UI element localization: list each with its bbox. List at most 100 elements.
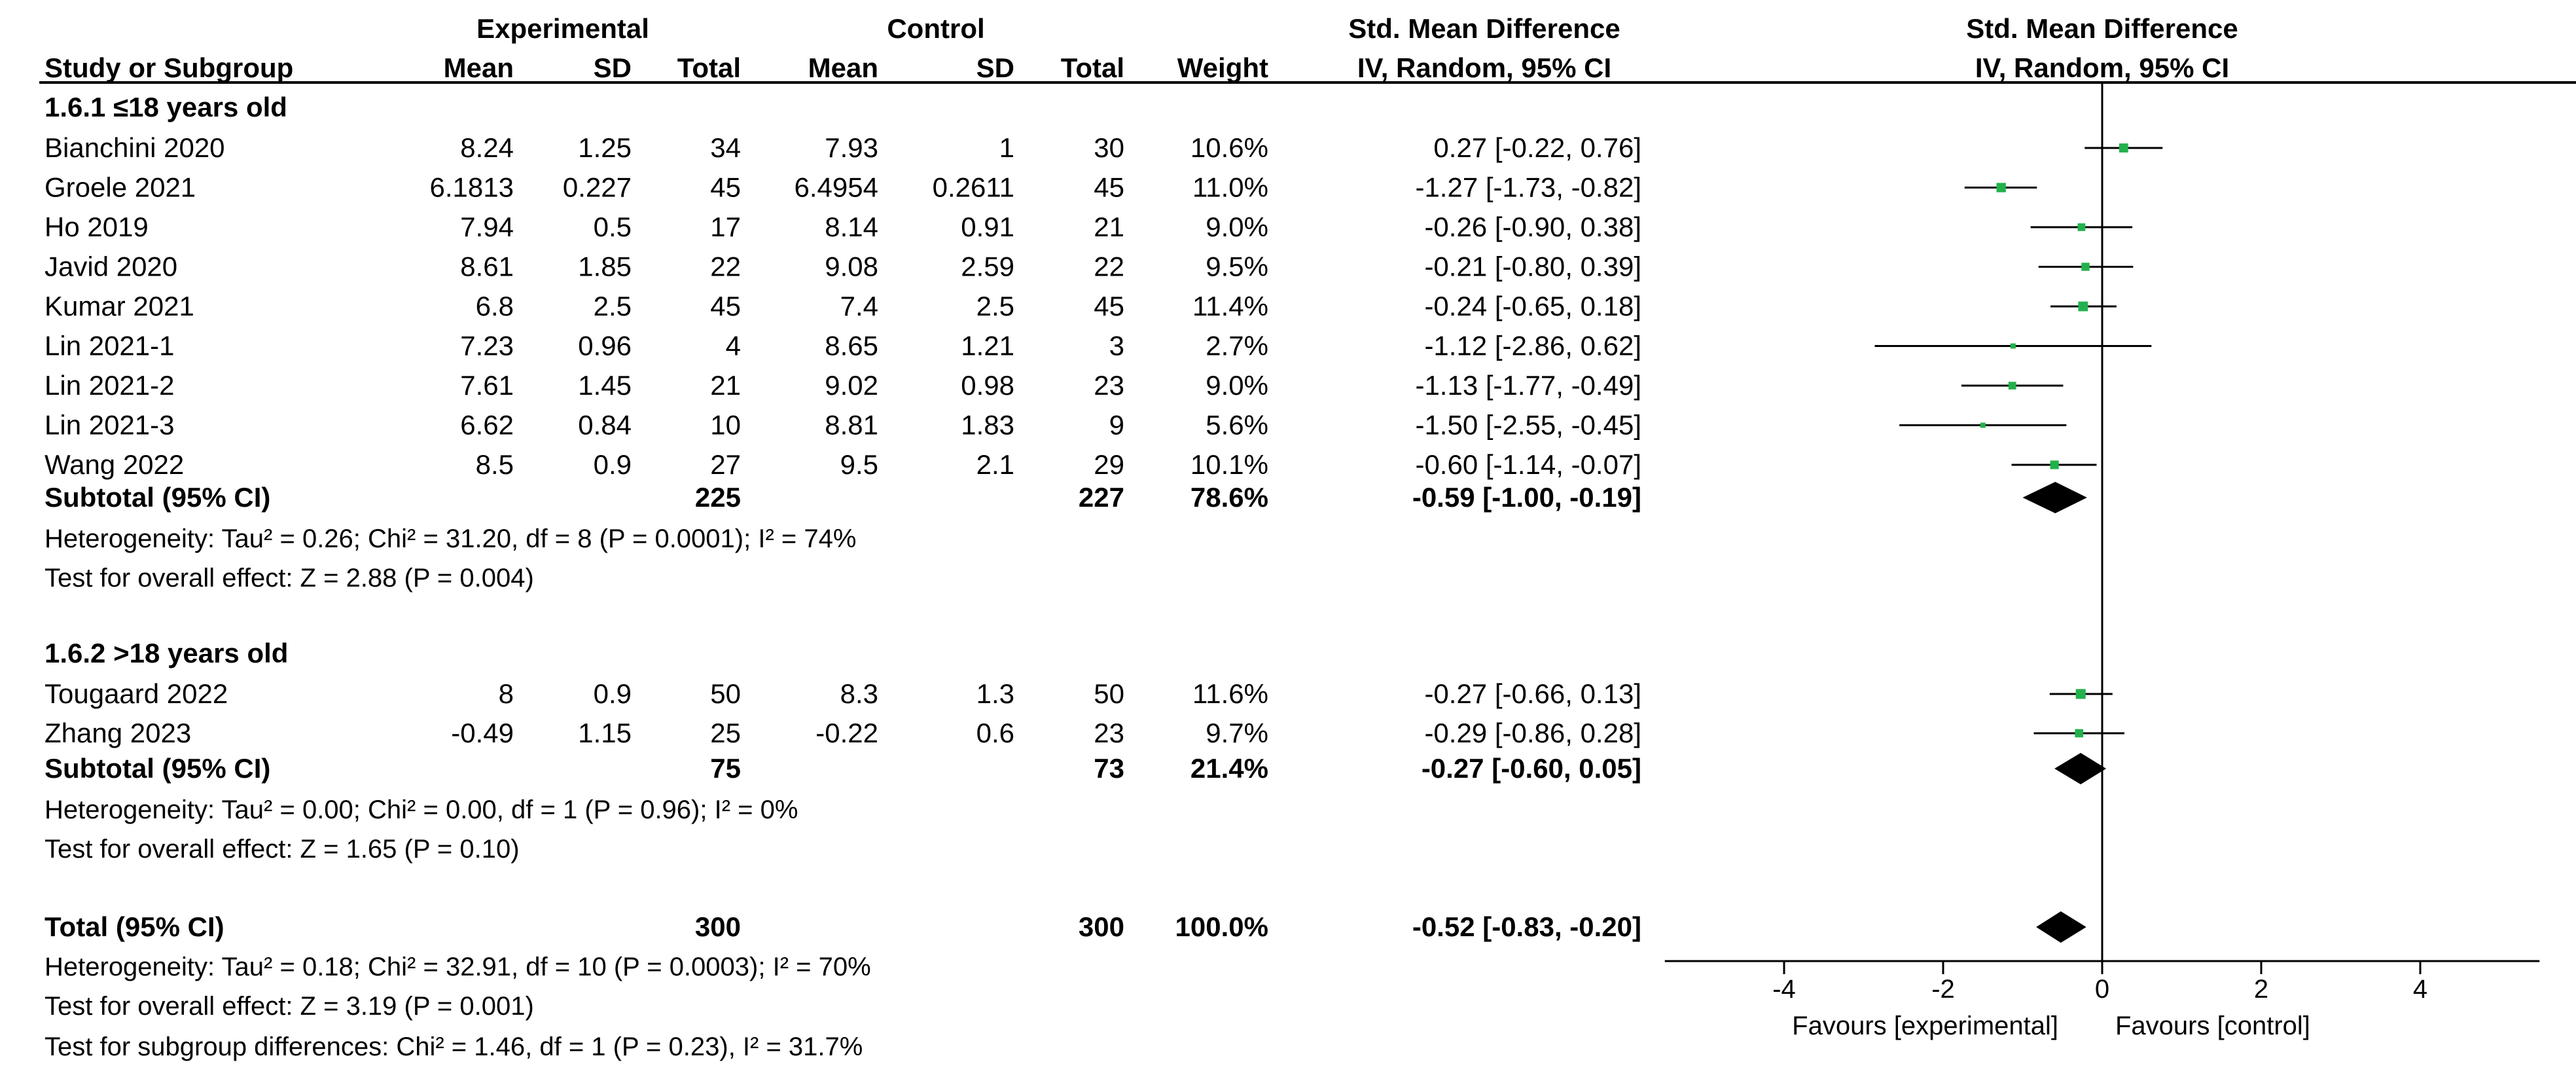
ctl-total-sum: 73 [1094, 753, 1124, 784]
exp-total-sum: 300 [695, 911, 741, 942]
exp-total-header: Total [677, 52, 741, 83]
weight-sum: 21.4% [1190, 753, 1268, 784]
summary-diamond [2054, 753, 2107, 784]
subtotal-label: Subtotal (95% CI) [45, 482, 270, 513]
study-marker [2075, 729, 2084, 738]
ci-value: -0.26 [-0.90, 0.38] [1424, 211, 1641, 242]
ctl-sd-value: 2.59 [961, 251, 1014, 282]
method-plot-header: IV, Random, 95% CI [1975, 52, 2229, 83]
study-name: Groele 2021 [45, 172, 196, 203]
x-axis-tick-label: 2 [2254, 975, 2268, 1004]
overall-effect-text: Test for overall effect: Z = 2.88 (P = 0… [45, 564, 534, 592]
exp-total-value: 25 [710, 718, 741, 748]
ctl-sd-header: SD [976, 52, 1014, 83]
ci-sum: -0.59 [-1.00, -0.19] [1412, 482, 1641, 513]
exp-sd-value: 0.84 [578, 410, 632, 441]
weight-value: 9.0% [1206, 211, 1268, 242]
exp-mean-value: 7.94 [460, 211, 514, 242]
exp-sd-value: 1.25 [578, 132, 632, 163]
ctl-mean-value: 9.02 [825, 370, 878, 401]
study-name: Kumar 2021 [45, 291, 194, 321]
ctl-sd-value: 1 [999, 132, 1014, 163]
ctl-sd-value: 1.3 [976, 678, 1014, 709]
study-column-header: Study or Subgroup [45, 52, 293, 83]
exp-mean-value: 8 [499, 678, 514, 709]
ctl-total-value: 30 [1094, 132, 1124, 163]
study-name: Tougaard 2022 [45, 678, 228, 709]
study-marker [1980, 422, 1986, 428]
exp-mean-value: 6.8 [476, 291, 514, 321]
weight-sum: 78.6% [1190, 482, 1268, 513]
ci-value: -1.50 [-2.55, -0.45] [1415, 410, 1641, 441]
exp-sd-value: 0.227 [563, 172, 632, 203]
subgroup-title: 1.6.2 >18 years old [45, 638, 288, 668]
ctl-sd-value: 2.5 [976, 291, 1014, 321]
ctl-mean-value: 6.4954 [795, 172, 878, 203]
exp-mean-value: 8.61 [460, 251, 514, 282]
exp-total-value: 45 [710, 291, 741, 321]
ctl-mean-value: 7.93 [825, 132, 878, 163]
smd-table-header: Std. Mean Difference [1348, 13, 1620, 44]
study-name: Lin 2021-2 [45, 370, 175, 401]
weight-value: 11.4% [1192, 291, 1268, 321]
exp-total-value: 22 [710, 251, 741, 282]
study-name: Lin 2021-3 [45, 410, 175, 441]
ci-value: -0.60 [-1.14, -0.07] [1415, 449, 1641, 480]
x-axis-tick-label: -4 [1772, 975, 1796, 1004]
ci-value: -1.13 [-1.77, -0.49] [1415, 370, 1641, 401]
ctl-mean-value: 9.5 [840, 449, 878, 480]
subtotal-label: Subtotal (95% CI) [45, 753, 270, 784]
exp-mean-value: -0.49 [451, 718, 514, 748]
ctl-mean-value: 9.08 [825, 251, 878, 282]
exp-total-value: 10 [710, 410, 741, 441]
ci-value: -1.27 [-1.73, -0.82] [1415, 172, 1641, 203]
ci-sum: -0.27 [-0.60, 0.05] [1422, 753, 1641, 784]
exp-mean-value: 7.61 [460, 370, 514, 401]
weight-header: Weight [1177, 52, 1268, 83]
favours-control-label: Favours [control] [2115, 1011, 2310, 1040]
study-marker [2050, 460, 2059, 469]
ctl-total-value: 22 [1094, 251, 1124, 282]
ctl-total-value: 29 [1094, 449, 1124, 480]
ctl-mean-value: 8.81 [825, 410, 878, 441]
exp-mean-value: 8.5 [476, 449, 514, 480]
ctl-sd-value: 0.91 [961, 211, 1014, 242]
weight-value: 10.6% [1190, 132, 1268, 163]
weight-value: 2.7% [1206, 331, 1268, 361]
summary-diamond [2022, 482, 2087, 513]
exp-sd-value: 0.9 [594, 449, 632, 480]
ci-value: -0.29 [-0.86, 0.28] [1424, 718, 1641, 748]
subgroup-title: 1.6.1 ≤18 years old [45, 92, 287, 122]
ctl-total-value: 45 [1094, 291, 1124, 321]
method-table-header: IV, Random, 95% CI [1357, 52, 1611, 83]
ctl-sd-value: 1.83 [961, 410, 1014, 441]
study-name: Wang 2022 [45, 449, 184, 480]
study-marker [2078, 301, 2088, 312]
ctl-total-sum: 300 [1079, 911, 1124, 942]
x-axis-tick-label: -2 [1931, 975, 1955, 1004]
overall-effect-text: Test for overall effect: Z = 1.65 (P = 0… [45, 835, 520, 864]
ctl-total-value: 9 [1109, 410, 1124, 441]
exp-sd-value: 0.96 [578, 331, 632, 361]
ctl-mean-value: 7.4 [840, 291, 878, 321]
exp-sd-value: 1.45 [578, 370, 632, 401]
study-name: Ho 2019 [45, 211, 149, 242]
exp-total-value: 50 [710, 678, 741, 709]
exp-total-value: 4 [726, 331, 741, 361]
exp-mean-value: 8.24 [460, 132, 514, 163]
weight-value: 5.6% [1206, 410, 1268, 441]
ctl-mean-header: Mean [808, 52, 878, 83]
study-name: Zhang 2023 [45, 718, 191, 748]
exp-total-value: 34 [710, 132, 741, 163]
control-header: Control [887, 13, 984, 44]
ctl-total-header: Total [1061, 52, 1124, 83]
exp-total-sum: 225 [695, 482, 741, 513]
ctl-total-value: 3 [1109, 331, 1124, 361]
ctl-sd-value: 0.6 [976, 718, 1014, 748]
ctl-mean-value: 8.3 [840, 678, 878, 709]
ci-value: -0.21 [-0.80, 0.39] [1424, 251, 1641, 282]
exp-mean-header: Mean [444, 52, 514, 83]
ci-sum: -0.52 [-0.83, -0.20] [1412, 911, 1641, 942]
weight-value: 9.5% [1206, 251, 1268, 282]
ctl-sd-value: 0.98 [961, 370, 1014, 401]
